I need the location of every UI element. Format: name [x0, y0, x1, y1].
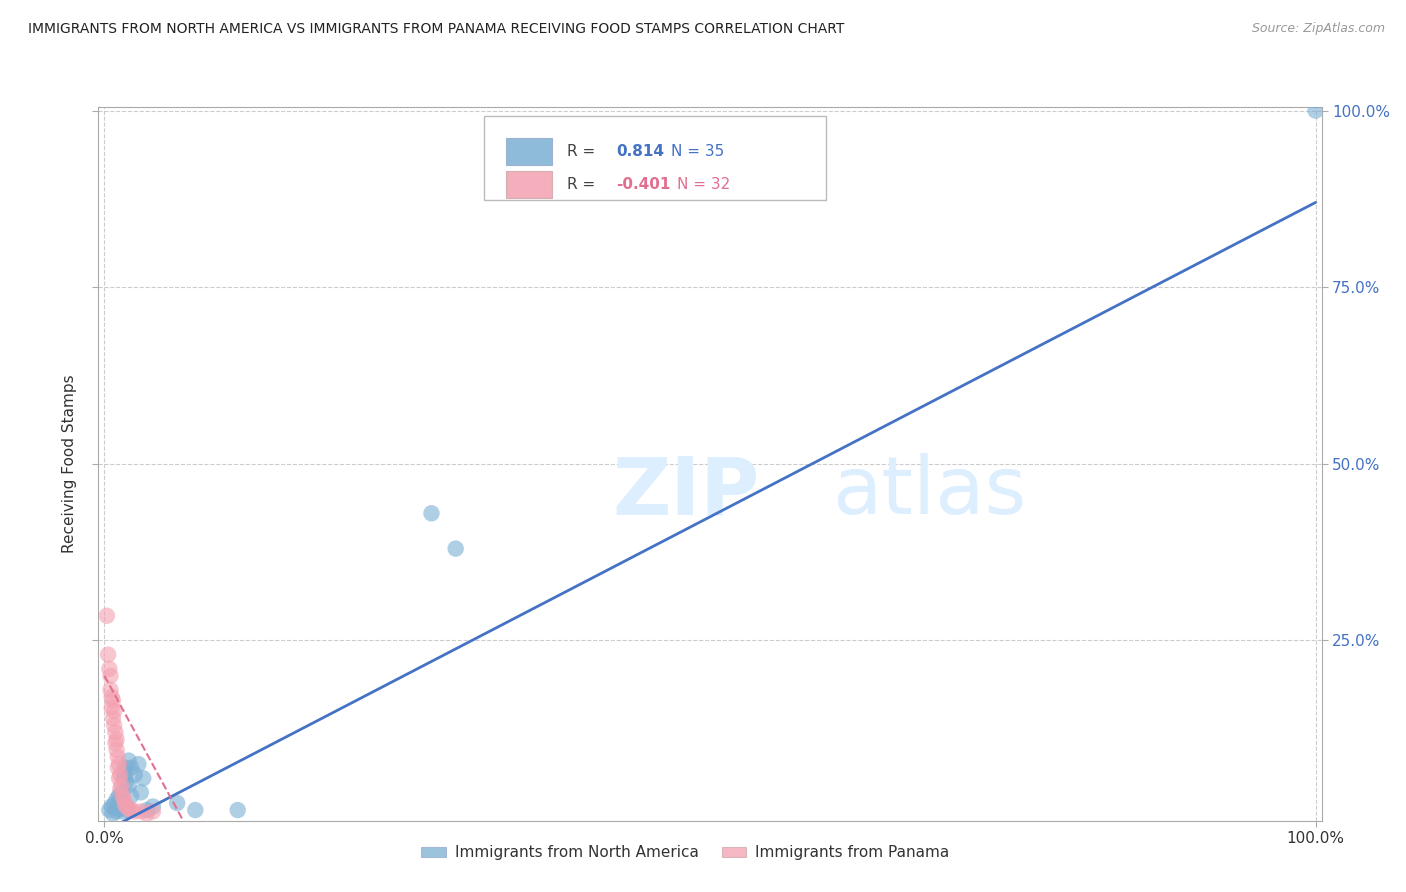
Point: [100, 669, 122, 683]
Point: [114, 797, 136, 812]
Point: [101, 711, 124, 725]
Point: [101, 693, 124, 707]
Point: [104, 725, 127, 739]
FancyBboxPatch shape: [506, 171, 553, 198]
Point: [115, 774, 138, 789]
Point: [115, 799, 138, 814]
Point: [112, 771, 135, 785]
Point: [118, 778, 141, 792]
Point: [124, 805, 146, 819]
Point: [111, 796, 134, 810]
Point: [103, 704, 125, 718]
Point: [110, 781, 132, 796]
Point: [103, 718, 125, 732]
Point: [120, 803, 142, 817]
Point: [111, 789, 134, 803]
Text: N = 32: N = 32: [678, 178, 730, 192]
Point: [108, 771, 131, 785]
Point: [1305, 103, 1327, 118]
Point: [100, 690, 122, 704]
Point: [135, 806, 157, 821]
FancyBboxPatch shape: [506, 138, 553, 165]
Point: [129, 785, 152, 799]
Point: [132, 771, 155, 785]
Point: [110, 795, 132, 809]
Point: [111, 805, 134, 819]
Point: [120, 789, 142, 803]
Text: Source: ZipAtlas.com: Source: ZipAtlas.com: [1251, 22, 1385, 36]
Point: [142, 805, 165, 819]
Point: [108, 757, 131, 772]
Point: [110, 785, 132, 799]
Text: N = 35: N = 35: [671, 145, 724, 160]
Point: [108, 802, 131, 816]
Point: [129, 805, 152, 819]
Point: [105, 732, 128, 747]
Point: [100, 799, 122, 814]
Text: 0.814: 0.814: [616, 145, 664, 160]
Point: [184, 803, 207, 817]
Text: atlas: atlas: [832, 453, 1026, 532]
Point: [103, 797, 125, 812]
Point: [101, 806, 124, 821]
Point: [166, 796, 188, 810]
Text: R =: R =: [567, 145, 600, 160]
Point: [124, 768, 146, 782]
Point: [98, 803, 121, 817]
Point: [100, 682, 122, 697]
Point: [98, 662, 121, 676]
Point: [96, 608, 118, 623]
Point: [127, 757, 149, 772]
Point: [420, 506, 443, 520]
Text: IMMIGRANTS FROM NORTH AMERICA VS IMMIGRANTS FROM PANAMA RECEIVING FOOD STAMPS CO: IMMIGRANTS FROM NORTH AMERICA VS IMMIGRA…: [28, 22, 845, 37]
Point: [114, 768, 136, 782]
Point: [112, 792, 135, 806]
Point: [142, 799, 165, 814]
Point: [120, 761, 142, 775]
Point: [110, 778, 132, 792]
Point: [112, 764, 135, 779]
Point: [118, 802, 141, 816]
Point: [444, 541, 467, 556]
Point: [100, 700, 122, 714]
Text: -0.401: -0.401: [616, 178, 671, 192]
Point: [110, 768, 132, 782]
Point: [115, 799, 138, 814]
Point: [105, 743, 128, 757]
FancyBboxPatch shape: [484, 116, 827, 200]
Legend: Immigrants from North America, Immigrants from Panama: Immigrants from North America, Immigrant…: [415, 839, 956, 866]
Point: [117, 803, 139, 817]
Y-axis label: Receiving Food Stamps: Receiving Food Stamps: [62, 375, 77, 553]
Point: [105, 805, 128, 819]
Point: [107, 761, 129, 775]
Point: [107, 750, 129, 764]
Point: [135, 803, 157, 817]
Point: [97, 648, 120, 662]
Point: [108, 789, 131, 803]
Text: ZIP: ZIP: [612, 453, 759, 532]
Point: [118, 754, 141, 768]
Point: [104, 736, 127, 750]
Point: [114, 761, 136, 775]
Text: R =: R =: [567, 178, 600, 192]
Point: [105, 792, 128, 806]
Point: [226, 803, 249, 817]
